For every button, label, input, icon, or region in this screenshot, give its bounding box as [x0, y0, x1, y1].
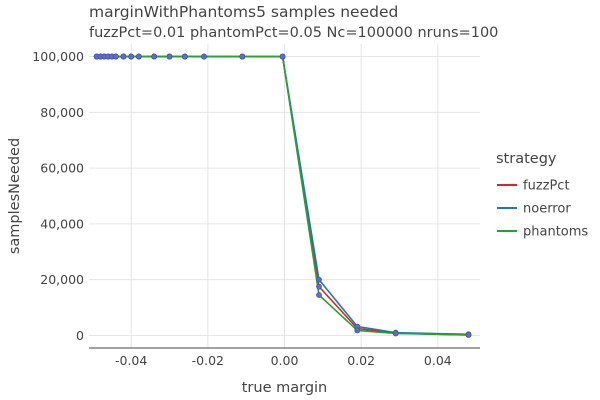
data-point-phantoms: [201, 53, 207, 60]
chart-title: marginWithPhantoms5 samples needed: [89, 3, 398, 21]
data-point-phantoms: [181, 53, 188, 60]
data-point-phantoms: [279, 53, 286, 60]
legend-label-phantoms: phantoms: [523, 225, 588, 240]
y-axis-title: samplesNeeded: [7, 138, 23, 254]
data-point-phantoms: [354, 327, 361, 334]
y-tick-label: 40,000: [40, 216, 84, 231]
x-tick-label: 0.04: [424, 353, 452, 368]
x-tick-label: 0.00: [271, 353, 299, 368]
data-point-fuzzPct: [316, 283, 322, 290]
x-axis-title: true margin: [242, 380, 328, 396]
y-tick-label: 60,000: [40, 161, 84, 176]
data-point-phantoms: [135, 53, 142, 60]
tick-labels: -0.04 -0.02 0.00 0.02 0.04 0 20,000 40,000 60,00…: [32, 49, 451, 368]
data-point-phantoms: [112, 53, 119, 60]
data-point-phantoms: [392, 330, 399, 337]
data-point-phantoms: [316, 292, 322, 298]
data-point-noerror: [316, 276, 322, 283]
legend: strategy fuzzPct noerror phantoms: [496, 151, 588, 240]
y-tick-label: 80,000: [40, 105, 84, 120]
data-point-phantoms: [151, 53, 158, 60]
data-point-phantoms: [128, 53, 135, 60]
legend-title: strategy: [496, 151, 557, 167]
x-tick-label: -0.04: [115, 353, 147, 368]
plot-area: [93, 53, 472, 338]
legend-label-noerror: noerror: [523, 202, 571, 217]
x-tick-label: -0.02: [192, 353, 224, 368]
x-tick-label: 0.02: [347, 353, 375, 368]
series-line-noerror: [96, 55, 469, 336]
y-tick-label: 0: [76, 328, 84, 343]
data-point-phantoms: [166, 53, 173, 60]
series-line-fuzzPct: [96, 55, 469, 336]
series-line-phantoms: [96, 55, 469, 336]
data-point-phantoms: [465, 331, 472, 338]
grid: [89, 44, 480, 348]
data-point-phantoms: [239, 53, 246, 60]
chart-subtitle: fuzzPct=0.01 phantomPct=0.05 Nc=100000 n…: [89, 25, 498, 41]
legend-label-fuzzPct: fuzzPct: [523, 179, 570, 194]
data-point-phantoms: [120, 53, 127, 60]
y-tick-label: 20,000: [40, 272, 84, 287]
y-tick-label: 100,000: [32, 49, 84, 64]
